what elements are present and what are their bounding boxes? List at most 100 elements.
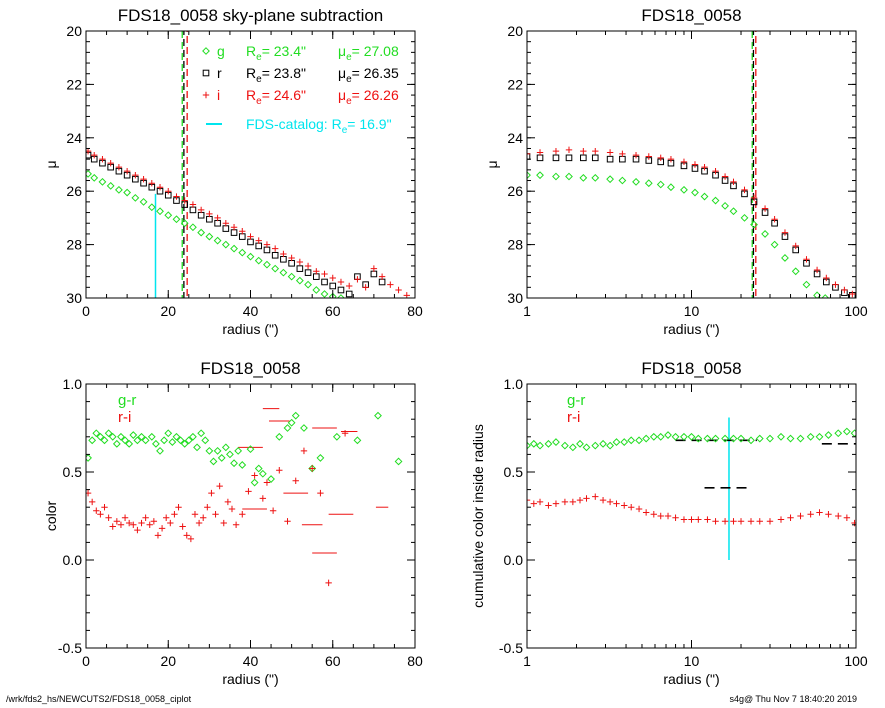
data-point bbox=[374, 411, 382, 420]
data-point bbox=[139, 197, 148, 206]
data-point bbox=[680, 185, 688, 194]
data-point bbox=[823, 274, 830, 282]
data-point bbox=[552, 172, 560, 181]
footer-timestamp: s4g@ Thu Nov 7 18:40:20 2019 bbox=[729, 694, 857, 704]
legend-re: Re= 24.6" bbox=[246, 87, 306, 107]
plot-area bbox=[86, 31, 410, 298]
data-point bbox=[193, 443, 201, 452]
data-point bbox=[816, 509, 823, 516]
y-axis: -0.5 0.0 0.5 1.0 bbox=[58, 376, 415, 656]
data-point bbox=[255, 237, 262, 244]
data-point bbox=[271, 245, 279, 252]
data-point bbox=[729, 434, 738, 443]
data-point bbox=[202, 69, 210, 77]
data-point bbox=[582, 443, 591, 452]
data-point bbox=[238, 248, 247, 257]
y-axis: 20 22 24 26 28 30 bbox=[66, 23, 415, 306]
data-point bbox=[164, 429, 173, 438]
data-point bbox=[197, 211, 205, 219]
data-point bbox=[238, 461, 247, 469]
data-point bbox=[296, 265, 304, 272]
data-point bbox=[259, 495, 267, 502]
data-point bbox=[317, 489, 324, 497]
data-point bbox=[761, 230, 769, 238]
data-point bbox=[183, 532, 190, 539]
data-point bbox=[729, 207, 738, 216]
series-g-r bbox=[527, 427, 856, 452]
data-point bbox=[230, 459, 238, 468]
data-point bbox=[131, 193, 140, 202]
data-point bbox=[269, 507, 277, 514]
data-point bbox=[176, 436, 185, 445]
data-point bbox=[841, 286, 848, 294]
data-point bbox=[645, 153, 652, 160]
data-point bbox=[797, 512, 804, 520]
data-point bbox=[635, 436, 643, 445]
data-point bbox=[750, 194, 758, 202]
data-point bbox=[552, 500, 560, 507]
data-point bbox=[216, 482, 223, 490]
legend-band: g bbox=[217, 43, 225, 59]
data-point bbox=[527, 150, 531, 158]
data-point bbox=[704, 516, 711, 523]
data-point bbox=[695, 516, 702, 523]
data-point bbox=[545, 502, 552, 509]
data-point bbox=[565, 146, 573, 154]
data-point bbox=[756, 518, 763, 525]
data-point bbox=[224, 498, 232, 506]
data-point bbox=[141, 436, 150, 445]
data-point bbox=[239, 228, 246, 235]
data-point bbox=[832, 281, 839, 288]
y-tick-label: 28 bbox=[507, 237, 523, 253]
x-tick-label: 20 bbox=[160, 303, 176, 319]
data-point bbox=[741, 186, 748, 194]
legend-band: i bbox=[217, 87, 220, 103]
data-point bbox=[263, 260, 271, 269]
data-point bbox=[300, 447, 308, 455]
data-point bbox=[222, 220, 230, 227]
y-tick-label: 20 bbox=[507, 23, 523, 39]
data-point bbox=[263, 246, 271, 254]
data-point bbox=[650, 511, 658, 518]
data-point bbox=[536, 171, 544, 180]
y-axis-label: μ bbox=[484, 160, 500, 168]
chart-profile-log: FDS18_0058 1 10 100 radius (") 20 22 24 26 28 30 μ bbox=[484, 6, 868, 337]
data-point bbox=[703, 434, 712, 443]
data-point bbox=[92, 429, 101, 438]
data-point bbox=[202, 91, 210, 99]
data-point bbox=[766, 518, 774, 525]
x-tick-label: 100 bbox=[844, 653, 868, 669]
data-point bbox=[354, 276, 361, 283]
x-tick-label: 0 bbox=[82, 303, 90, 319]
data-point bbox=[599, 496, 607, 504]
data-point bbox=[632, 177, 640, 186]
data-point bbox=[671, 432, 680, 441]
data-point bbox=[292, 477, 299, 484]
data-point bbox=[226, 450, 234, 459]
y-tick-label: -0.5 bbox=[499, 640, 523, 656]
x-tick-label: 10 bbox=[684, 303, 700, 319]
data-point bbox=[667, 183, 675, 192]
data-point bbox=[792, 242, 799, 250]
y-tick-label: 24 bbox=[66, 130, 82, 146]
x-axis-label: radius (") bbox=[222, 671, 278, 687]
data-point bbox=[337, 278, 345, 286]
data-point bbox=[632, 151, 640, 159]
data-point bbox=[154, 532, 162, 539]
data-point bbox=[101, 504, 108, 511]
data-point bbox=[254, 256, 263, 265]
data-point bbox=[296, 258, 304, 266]
data-point bbox=[346, 282, 353, 290]
x-tick-label: 60 bbox=[325, 653, 341, 669]
data-point bbox=[687, 432, 696, 441]
data-point bbox=[97, 511, 104, 518]
data-point bbox=[288, 254, 295, 262]
data-point bbox=[761, 205, 769, 212]
x-tick-label: 20 bbox=[160, 653, 176, 669]
data-point bbox=[766, 434, 774, 443]
data-point bbox=[806, 432, 815, 441]
data-point bbox=[378, 278, 386, 286]
data-point bbox=[90, 173, 99, 182]
data-point bbox=[246, 252, 255, 261]
